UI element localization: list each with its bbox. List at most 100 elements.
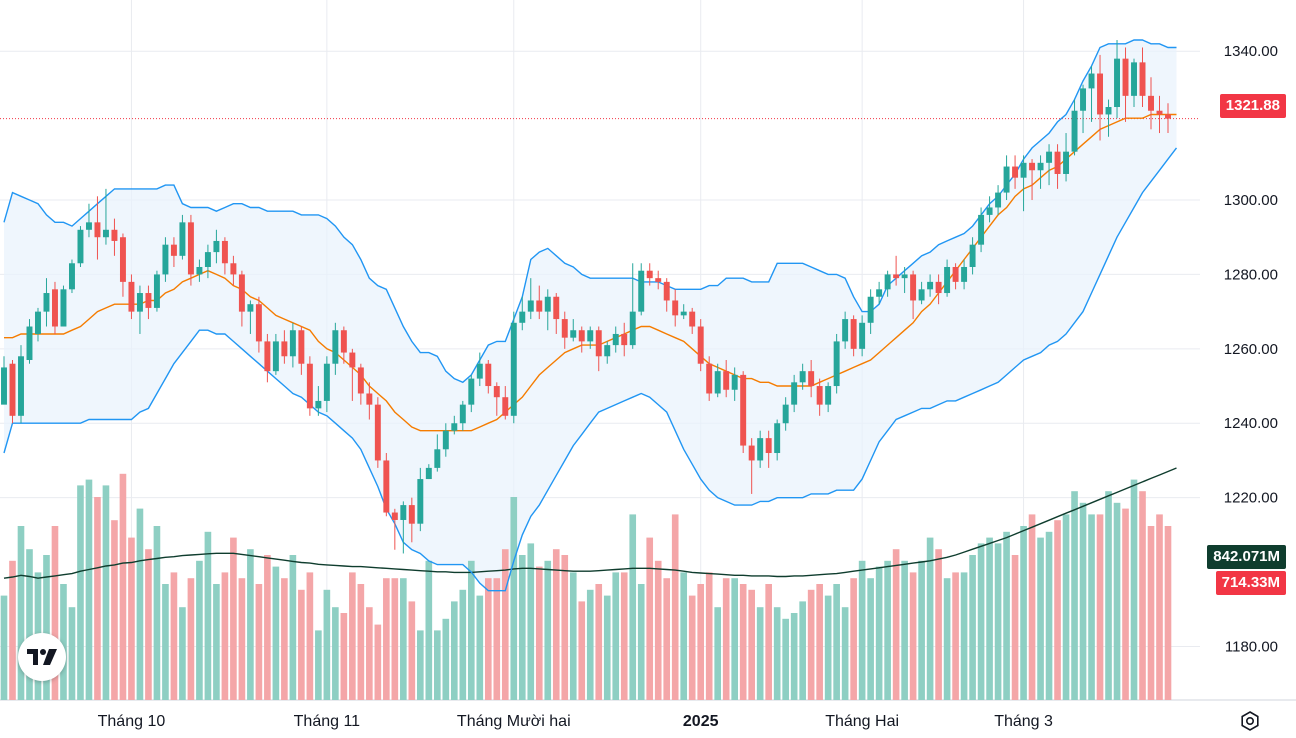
candle (638, 263, 645, 316)
volume-bar (620, 572, 628, 700)
candle-body (255, 304, 262, 342)
candle-body (1122, 58, 1129, 96)
candle (774, 419, 781, 461)
candle-body (434, 449, 441, 468)
candle-body (859, 322, 866, 349)
candle (408, 497, 415, 543)
candle-body (782, 404, 789, 424)
volume-bar (850, 578, 857, 700)
volume-bar (289, 555, 297, 700)
candle (536, 285, 543, 320)
candle-body (1131, 62, 1137, 96)
volume-bar (9, 560, 16, 700)
candle-body (306, 363, 313, 409)
candle (323, 356, 330, 413)
candle (162, 237, 169, 282)
candle (213, 229, 220, 264)
candle-body (485, 363, 492, 387)
candle-body (893, 274, 900, 279)
volume-bar (1054, 520, 1061, 700)
candle (944, 259, 951, 297)
volume-bar (196, 560, 203, 700)
candle-body (672, 300, 679, 316)
candle-body (570, 330, 577, 338)
candle (527, 278, 534, 320)
volume-bar (501, 549, 509, 700)
volume-bar (629, 514, 637, 700)
candle-body (655, 278, 662, 282)
candle-body (825, 386, 832, 405)
candle (221, 237, 228, 275)
volume-bar (1122, 508, 1129, 700)
volume-bar (383, 578, 390, 700)
tradingview-logo-icon[interactable] (18, 633, 66, 681)
price-axis[interactable]: 1340.00 1300.00 1280.00 1260.00 1240.00 1220.… (1224, 43, 1278, 655)
candle (238, 270, 245, 327)
candle-body (179, 222, 186, 256)
volume-bar (128, 537, 135, 700)
price-tick-label: 1180.00 (1225, 638, 1278, 655)
candle-body (1029, 162, 1036, 171)
volume-bar (756, 607, 764, 700)
settings-gear-icon[interactable] (1238, 709, 1262, 733)
candle (706, 356, 713, 401)
candle-body (18, 356, 24, 416)
candle-body (196, 266, 203, 275)
volume-bar (1130, 479, 1138, 700)
volume-bar (977, 543, 985, 700)
candle (357, 363, 364, 405)
candle (85, 203, 92, 238)
candle-body (663, 281, 670, 301)
candle-body (187, 222, 194, 275)
volume-bar (1011, 555, 1019, 700)
volume-bars (0, 473, 1172, 700)
volume-bar (595, 584, 603, 700)
volume-bar (790, 613, 798, 700)
volume-bar (467, 560, 475, 700)
volume-bar (612, 572, 620, 700)
candle (52, 281, 58, 334)
volume-bar (187, 578, 195, 700)
volume-bar (552, 549, 560, 700)
volume-bar (875, 566, 883, 700)
candle-body (774, 423, 781, 454)
volume-bar (264, 555, 271, 700)
candle (18, 345, 24, 424)
candle-body (170, 244, 177, 256)
candle-body (221, 240, 228, 264)
volume-bar (1028, 514, 1036, 700)
candle-body (621, 333, 628, 346)
candle (102, 188, 109, 245)
candle-body (451, 423, 458, 431)
volume-bar (1062, 514, 1070, 700)
volume-bar (952, 572, 959, 700)
candle (298, 326, 305, 375)
candle-body (289, 330, 296, 357)
candle-body (748, 445, 755, 461)
candle (1063, 133, 1070, 182)
candle-body (706, 363, 713, 394)
candle-body (1003, 166, 1010, 193)
candle (952, 263, 959, 290)
candle-body (867, 296, 874, 323)
candle-body (315, 400, 322, 409)
volume-bar (442, 618, 450, 700)
volume-bar (1003, 531, 1010, 700)
candle-body (876, 289, 883, 297)
volume-bar (484, 578, 492, 700)
volume-bar (1020, 526, 1027, 700)
candle-body (884, 274, 891, 290)
candle-body (816, 386, 823, 405)
volume-bar (1096, 514, 1104, 700)
candle (26, 319, 33, 364)
candle (289, 322, 296, 368)
volume-bar (170, 572, 178, 700)
candle-body (408, 505, 415, 524)
candle (986, 196, 993, 223)
volume-bar (476, 595, 484, 700)
time-axis[interactable]: Tháng 10 Tháng 11 Tháng Mười hai 2025 Tháng … (98, 713, 1053, 730)
candle (485, 360, 492, 394)
candle-body (425, 467, 432, 480)
candle (1097, 54, 1104, 141)
